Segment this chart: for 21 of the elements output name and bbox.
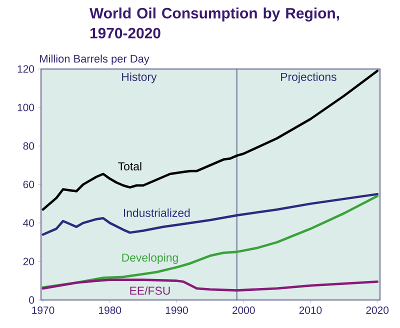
series-label: Total xyxy=(118,162,142,170)
y-tick-label: 20 xyxy=(23,258,34,266)
x-tick-label: 1990 xyxy=(166,306,188,314)
y-tick-label: 100 xyxy=(18,104,34,112)
band-label: Projections xyxy=(281,72,336,84)
series-label: Industrialized xyxy=(124,208,190,217)
x-tick-label: 2020 xyxy=(366,306,389,314)
series-label: Developing xyxy=(122,253,178,264)
chart-title: World Oil Consumption by Region, 1970-2020 xyxy=(90,8,339,38)
x-tick-label: 2000 xyxy=(232,306,255,314)
y-tick-label: 40 xyxy=(23,219,34,227)
series-label: EE/FSU xyxy=(130,286,170,295)
y-tick-label: 0 xyxy=(29,296,34,304)
x-tick-label: 1980 xyxy=(99,306,122,314)
y-tick-label: 60 xyxy=(23,180,34,188)
x-tick-label: 1970 xyxy=(32,306,54,314)
x-tick-label: 2010 xyxy=(299,306,322,314)
y-axis-title: Million Barrels per Day xyxy=(40,54,150,65)
y-tick-label: 120 xyxy=(18,65,34,73)
band-label: History xyxy=(122,72,157,84)
y-tick-label: 80 xyxy=(23,142,34,150)
